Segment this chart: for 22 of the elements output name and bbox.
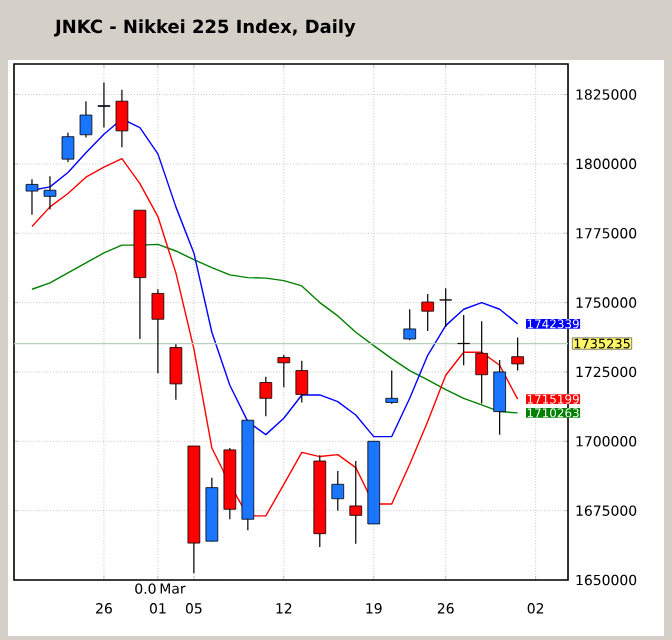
candlestick (421, 293, 435, 332)
candlestick (259, 376, 273, 417)
candlestick (169, 343, 183, 401)
candlestick (457, 314, 471, 366)
candlestick (97, 81, 111, 129)
candlestick (439, 287, 453, 328)
candlestick (403, 308, 417, 341)
candlestick (115, 89, 129, 148)
chart-title: JNKC - Nikkei 225 Index, Daily (54, 19, 356, 37)
candlestick (79, 100, 93, 139)
candlestick (277, 354, 291, 388)
candlestick (475, 320, 488, 405)
candlestick (151, 288, 165, 374)
candlestick (511, 336, 524, 372)
candlestick (61, 132, 75, 163)
candlestick (295, 360, 309, 404)
candlestick (385, 369, 399, 405)
candlestick (331, 470, 345, 512)
candlestick (25, 178, 39, 216)
line-series (31, 243, 519, 414)
candlestick (493, 359, 506, 436)
candlestick (43, 175, 57, 210)
